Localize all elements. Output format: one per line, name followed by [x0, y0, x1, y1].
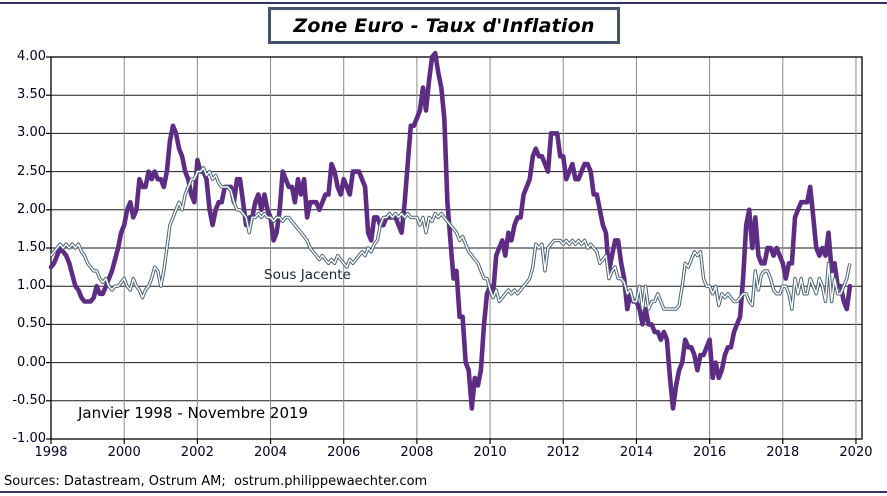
series-label-sous-jacente: Sous Jacente [264, 267, 351, 283]
chart-title-box: Zone Euro - Taux d'Inflation [268, 7, 620, 44]
top-border-line [0, 2, 887, 4]
bottom-border-line [0, 491, 887, 493]
chart-title: Zone Euro - Taux d'Inflation [293, 14, 595, 37]
period-annotation: Janvier 1998 - Novembre 2019 [78, 404, 309, 422]
sources-text: Sources: Datastream, Ostrum AM; ostrum.p… [4, 474, 428, 489]
